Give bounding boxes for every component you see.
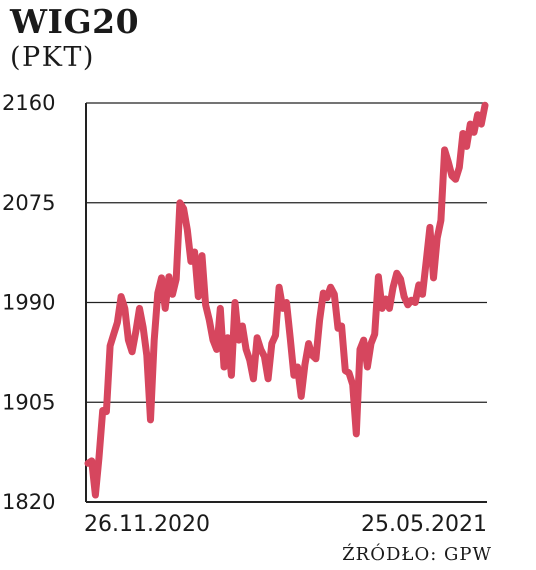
y-tick-label: 1820	[2, 490, 55, 514]
y-tick-label: 1990	[2, 291, 55, 315]
source-note: ŹRÓDŁO: GPW	[342, 544, 492, 565]
y-tick-label: 2160	[2, 91, 55, 115]
x-tick-label-start: 26.11.2020	[84, 512, 210, 537]
x-tick-label-end: 25.05.2021	[361, 512, 487, 537]
chart-title: WIG20	[10, 2, 140, 41]
y-tick-label: 2075	[2, 191, 55, 215]
wig20-series-line	[84, 101, 489, 499]
y-tick-label: 1905	[2, 390, 55, 414]
y-tick-labels: 1820 1905 1990 2075 2160	[2, 91, 55, 514]
y-axis-unit-label: (PKT)	[10, 42, 95, 73]
